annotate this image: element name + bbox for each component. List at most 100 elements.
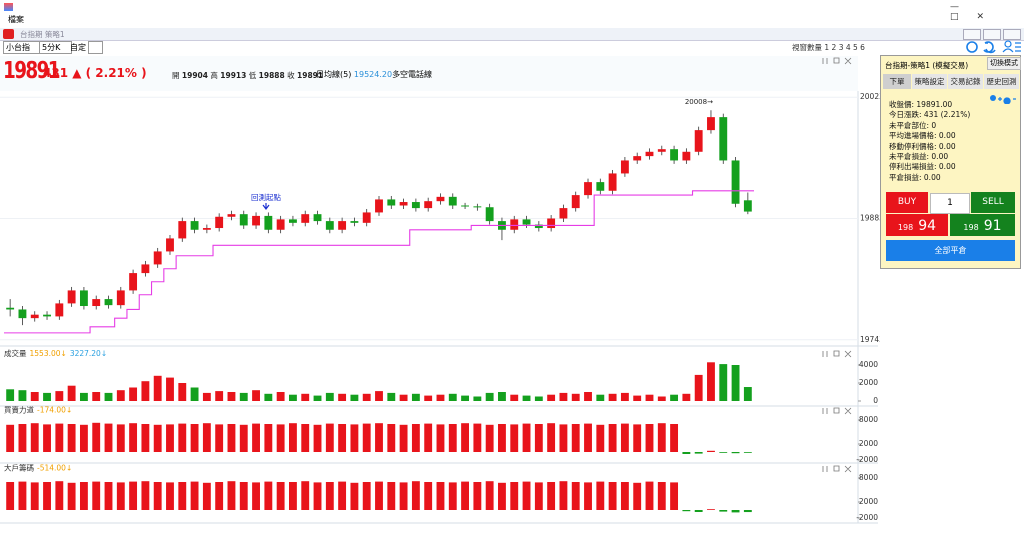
bar [264,424,273,452]
candle-body [473,206,482,208]
bar [670,394,679,401]
panel-icons [822,350,852,358]
bar [411,424,420,452]
bar [153,375,162,401]
user-icon[interactable] [1004,40,1012,48]
refresh-icon[interactable] [983,41,996,54]
bar [325,392,334,401]
period-select[interactable]: 5分K [39,41,72,54]
signal-icon[interactable] [966,41,978,53]
bar [411,393,420,401]
bar [227,481,236,510]
candle-body [153,251,162,265]
bar [707,450,715,452]
bar [129,387,138,401]
bar [596,424,605,452]
app-icon [4,3,13,11]
candle-body [92,299,101,307]
candle-body [30,314,39,319]
bar [313,395,322,401]
bar [633,395,642,401]
bar [694,452,703,454]
bar [743,452,752,453]
bar [301,424,310,452]
zoom-icons[interactable] [989,94,1017,104]
ohlc-value: 19888 [258,71,285,80]
buy-button[interactable]: BUY [886,192,928,213]
quantity-input[interactable]: 1 [930,193,970,214]
bar [6,424,15,452]
bar [215,391,224,401]
bar [289,482,297,510]
candle-body [79,290,88,307]
candle-body [178,221,187,239]
minimize-button[interactable] [963,29,981,40]
close-all-button[interactable]: 全部平倉 [886,240,1015,261]
tab[interactable]: 下單 [883,74,911,89]
bar [202,392,211,401]
price-prefix: 198 [963,223,979,232]
candle-body [424,201,433,209]
panel-value: -514.00↓ [37,464,72,473]
candle-body [571,195,580,209]
bar [264,393,273,401]
candle-body [190,221,199,230]
panel-title: 台指期-策略1 (模擬交易) [885,61,969,70]
bar [215,482,224,510]
window-controls[interactable]: —□✕ [950,2,1003,22]
bar [436,482,445,510]
bar [116,390,125,401]
bar [571,482,580,510]
sell-button[interactable]: SELL [971,192,1015,213]
candle-body [645,151,654,157]
close-button[interactable] [1003,29,1021,40]
bar [350,482,359,510]
bar [682,510,691,512]
y-tick-label: 0 [873,396,878,405]
panel-title: 成交量 [4,348,27,358]
sell-price[interactable]: 198 91 [950,214,1015,236]
y-tick-label: 4000 [859,360,878,369]
bar [633,482,642,510]
bar [325,423,334,452]
tab[interactable]: 交易記錄 [948,74,983,89]
bar [79,392,88,401]
bar [276,482,285,510]
custom-input[interactable] [88,41,103,54]
chart-background [0,91,880,525]
price-main: 94 [918,218,937,234]
candle-body [707,117,715,131]
buy-price[interactable]: 198 94 [886,214,948,236]
bar [498,482,506,510]
bar [731,452,740,454]
bar [67,482,76,510]
info-line: 今日漲跌: 431 (2.21%) [889,110,971,120]
mode-button[interactable]: 切換模式 [987,57,1021,70]
candle-body [350,221,359,223]
bar [448,424,457,452]
panel-value: 3227.20↓ [70,349,107,358]
bar [30,392,39,401]
window-count[interactable]: 視窗數量 1 2 3 4 5 6 [792,43,865,52]
bar [289,423,297,452]
maximize-button[interactable] [983,29,1001,40]
candle-body [264,215,273,230]
bar [276,392,285,401]
bar [289,394,297,401]
bar [190,424,199,452]
bar [166,482,174,510]
tab[interactable]: 歷史回測 [984,74,1019,89]
bar [645,424,654,452]
menu-file[interactable]: 檔案 [8,15,24,24]
ma-info: 日均線(5) 19524.20多空電話線 [316,69,432,80]
toolbar-icons[interactable] [960,38,1024,55]
bar [485,481,494,510]
y-tick-label: 8000 [859,473,878,482]
bar [252,482,260,510]
bar [276,424,285,452]
bar [731,365,740,401]
bar [252,423,260,452]
bar [104,482,113,510]
bar [190,387,199,401]
tab[interactable]: 策略設定 [912,74,947,89]
